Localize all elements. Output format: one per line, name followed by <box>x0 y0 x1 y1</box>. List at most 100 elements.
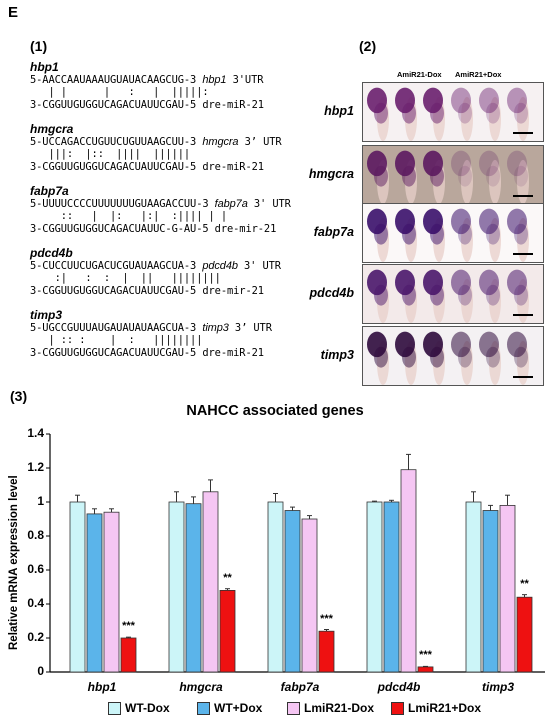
header-amir21-plus-dox: AmiR21+Dox <box>455 70 502 79</box>
embryo-photo-fabp7a <box>362 203 544 263</box>
x-category-fabp7a: fabp7a <box>280 680 320 694</box>
bar-WT+Dox-fabp7a <box>284 510 301 673</box>
legend-item-WT-Dox: WT-Dox <box>108 701 170 715</box>
bar-LmiR21-Dox-pdcd4b <box>400 469 417 673</box>
target-gene-name: hbp1 <box>202 74 227 86</box>
embryo-photo-pdcd4b <box>362 264 544 324</box>
y-tick-label: 0.8 <box>27 528 44 542</box>
mirna-sequence-hmgcra: 3-CGGUUGUGGUCAGACUAUUCGAU-5 dre-miR-21 <box>30 161 264 173</box>
legend-label-LmiR21+Dox: LmiR21+Dox <box>408 701 482 715</box>
gene-name-hbp1: hbp1 <box>30 60 59 74</box>
mirna-sequence-hbp1: 3-CGGUUGUGGUCAGACUAUUCGAU-5 dre-miR-21 <box>30 99 264 111</box>
bar-WT+Dox-pdcd4b <box>383 501 400 673</box>
header-amir21-minus-dox: AmiR21-Dox <box>397 70 442 79</box>
gene-name-hmgcra: hmgcra <box>30 122 74 136</box>
bar-LmiR21+Dox-fabp7a <box>318 630 335 673</box>
bar-WT-Dox-hmgcra <box>168 501 185 673</box>
legend-label-WT+Dox: WT+Dox <box>214 701 263 715</box>
significance-pdcd4b: *** <box>419 649 432 662</box>
y-tick-label: 1.4 <box>27 426 44 440</box>
mirna-sequence-timp3: 3-CGGUUGUGGUCAGACUAUUCGAU-5 dre-miR-21 <box>30 347 264 359</box>
base-pairing-fabp7a: :: | |: |:| :|||| | | <box>30 210 227 222</box>
embryo-photo-hmgcra <box>362 145 544 205</box>
utr-label: 3'UTR <box>226 74 264 86</box>
significance-fabp7a: *** <box>320 612 333 625</box>
mrna-sequence-text: 5-UUUUCCCCUUUUUUUGUAAGACCUU-3 <box>30 198 215 210</box>
significance-hmgcra: ** <box>223 571 232 584</box>
panel1-label: (1) <box>30 38 48 54</box>
image-row-label-timp3: timp3 <box>320 348 354 362</box>
bar-WT-Dox-hbp1 <box>69 501 86 673</box>
base-pairing-timp3: | :: : | : |||||||| <box>30 334 203 346</box>
bar-WT+Dox-timp3 <box>482 510 499 673</box>
mirna-sequence-pdcd4b: 3-CGGUUGUGGUCAGACUAUUCGAU-5 dre-mir-21 <box>30 285 264 297</box>
image-row-label-pdcd4b: pdcd4b <box>309 286 354 300</box>
y-tick-label: 0.4 <box>27 596 44 610</box>
image-row-label-hbp1: hbp1 <box>324 104 354 118</box>
gene-name-fabp7a: fabp7a <box>30 184 69 198</box>
utr-label: 3' UTR <box>247 198 291 210</box>
target-gene-name: fabp7a <box>214 198 248 210</box>
bar-LmiR21-Dox-hbp1 <box>103 511 120 673</box>
chart-title: NAHCC associated genes <box>186 403 364 419</box>
legend-item-LmiR21-Dox: LmiR21-Dox <box>287 701 374 715</box>
panel2-label: (2) <box>359 38 377 54</box>
base-pairing-pdcd4b: :| : : | || |||||||| <box>30 272 221 284</box>
image-row-label-fabp7a: fabp7a <box>313 225 354 239</box>
x-category-pdcd4b: pdcd4b <box>377 680 421 694</box>
gene-name-timp3: timp3 <box>30 308 63 322</box>
bar-LmiR21-Dox-fabp7a <box>301 518 318 673</box>
embryo-photo-timp3 <box>362 326 544 386</box>
y-tick-label: 0.2 <box>27 630 44 644</box>
base-pairing-hmgcra: |||: |:: |||| |||||| <box>30 148 191 160</box>
mrna-sequence-hmgcra: 5-UCCAGACCUGUUCUGUUAAGCUU-3 hmgcra 3’ UT… <box>30 136 282 149</box>
panel3-label: (3) <box>10 388 28 404</box>
mrna-sequence-pdcd4b: 5-CUCCUUCUGACUCGUAUAAGCUA-3 pdcd4b 3' UT… <box>30 260 281 273</box>
mrna-sequence-text: 5-CUCCUUCUGACUCGUAUAAGCUA-3 <box>30 260 203 272</box>
x-category-timp3: timp3 <box>481 680 514 694</box>
x-category-hmgcra: hmgcra <box>179 680 223 694</box>
y-tick-label: 1 <box>37 494 44 508</box>
legend-item-LmiR21+Dox: LmiR21+Dox <box>391 701 481 715</box>
gene-name-pdcd4b: pdcd4b <box>30 246 73 260</box>
mrna-sequence-fabp7a: 5-UUUUCCCCUUUUUUUGUAAGACCUU-3 fabp7a 3' … <box>30 198 291 211</box>
significance-timp3: ** <box>520 577 529 590</box>
bar-LmiR21+Dox-hmgcra <box>219 590 236 673</box>
legend-label-LmiR21-Dox: LmiR21-Dox <box>304 701 375 715</box>
legend-swatch-LmiR21-Dox <box>287 701 300 715</box>
bar-WT+Dox-hbp1 <box>86 513 103 673</box>
mrna-sequence-text: 5-AACCAAUAAAUGUAUACAAGCUG-3 <box>30 74 203 86</box>
bar-WT-Dox-fabp7a <box>267 501 284 673</box>
significance-hbp1: *** <box>122 620 135 633</box>
mrna-sequence-text: 5-UGCCGUUUAUGAUAUAUAAGCUA-3 <box>30 322 203 334</box>
bar-LmiR21+Dox-pdcd4b <box>417 666 434 673</box>
utr-label: 3’ UTR <box>238 136 282 148</box>
legend-swatch-LmiR21+Dox <box>391 701 404 715</box>
bar-WT-Dox-timp3 <box>465 501 482 673</box>
target-gene-name: pdcd4b <box>202 260 238 272</box>
mirna-sequence-fabp7a: 3-CGGUUGUGGUCAGACUAUUC-G-AU-5 dre-mir-21 <box>30 223 277 235</box>
mrna-sequence-timp3: 5-UGCCGUUUAUGAUAUAUAAGCUA-3 timp3 3’ UTR <box>30 322 272 335</box>
bar-LmiR21+Dox-hbp1 <box>120 637 137 673</box>
bar-LmiR21+Dox-timp3 <box>516 596 533 673</box>
utr-label: 3’ UTR <box>228 322 272 334</box>
target-gene-name: hmgcra <box>202 136 239 148</box>
figure-letter: E <box>8 4 19 21</box>
x-category-hbp1: hbp1 <box>87 680 117 694</box>
legend-label-WT-Dox: WT-Dox <box>125 701 170 715</box>
bar-WT-Dox-pdcd4b <box>366 501 383 673</box>
legend-item-WT+Dox: WT+Dox <box>197 701 262 715</box>
y-tick-label: 0.6 <box>27 562 44 576</box>
y-tick-label: 1.2 <box>27 460 44 474</box>
mrna-sequence-hbp1: 5-AACCAAUAAAUGUAUACAAGCUG-3 hbp1 3'UTR <box>30 74 263 87</box>
y-tick-label: 0 <box>37 664 44 678</box>
base-pairing-hbp1: | | | : | |||||: <box>30 86 209 98</box>
legend-swatch-WT+Dox <box>197 701 210 715</box>
utr-label: 3' UTR <box>237 260 281 272</box>
legend-swatch-WT-Dox <box>108 701 121 715</box>
mrna-sequence-text: 5-UCCAGACCUGUUCUGUUAAGCUU-3 <box>30 136 203 148</box>
bar-WT+Dox-hmgcra <box>185 503 202 673</box>
embryo-photo-hbp1 <box>362 82 544 142</box>
image-row-label-hmgcra: hmgcra <box>308 167 354 181</box>
